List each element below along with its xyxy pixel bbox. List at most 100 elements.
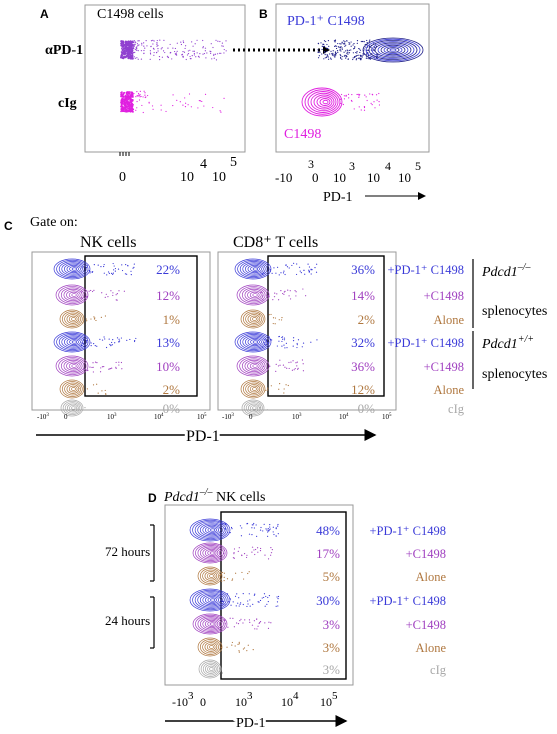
panel-b-pd1-dot [318, 55, 320, 57]
panel-b-pd1-dot [343, 51, 345, 53]
panel-b-bottom-label: C1498 [284, 127, 321, 142]
panel-d-row-2-contour [197, 566, 223, 586]
panel-c-right-row-6-dot [266, 409, 268, 411]
panel-b-pd1-dot [369, 58, 372, 60]
panel-c-left-row-1-dot [115, 294, 117, 296]
panel-a-apd1-population-dot [124, 51, 126, 54]
panel-c-right-row-3-dot [302, 342, 305, 344]
panel-c-right-tick-3: 104 [339, 413, 349, 421]
panel-b-pd1-dot [318, 51, 320, 54]
panel-a-apd1-population-dot [133, 47, 135, 49]
panel-d-row-2-dot [241, 571, 243, 574]
panel-a-row1-label: αPD-1 [45, 43, 83, 58]
panel-d-row-3-dot [252, 603, 254, 605]
panel-a-apd1-population-dot [131, 55, 133, 58]
panel-d-row-2-contour [206, 572, 216, 580]
panel-c-right-row-2-dot [258, 313, 260, 315]
panel-d-row-1-contour [207, 550, 217, 556]
panel-b-pd1-dot [346, 52, 348, 54]
panel-b-c1498-dot [375, 94, 378, 96]
panel-c-left-row-3-dot [118, 338, 120, 340]
panel-b-c1498-dot [343, 95, 345, 97]
panel-b-pd1-dot [360, 40, 362, 43]
panel-b-tick-exp4: 4 [385, 159, 391, 173]
panel-c-left-row-5-dot [96, 383, 98, 385]
panel-a-tick-0: 0 [119, 170, 126, 185]
panel-c-left-row-2-contour [64, 312, 81, 326]
panel-a-apd1-population-dot [193, 54, 195, 56]
panel-d-row-5-dot [243, 647, 246, 649]
panel-c-left-row-5-contour [68, 385, 78, 393]
panel-c-left-row-4-dot [115, 366, 117, 368]
panel-c-left-row-3-dot [111, 341, 113, 344]
panel-b-pd1-dot [347, 53, 349, 55]
panel-d-row-4-dot [270, 622, 272, 624]
panel-a-cig-population-dot [142, 111, 144, 114]
panel-d-row-3-dot [266, 603, 268, 605]
panel-c-right-row-1-dot [288, 295, 290, 297]
panel-c-right-row-1-contour [244, 288, 264, 302]
panel-c-right-row-2-dot [272, 322, 274, 325]
panel-c-xlabel: PD-1 [186, 428, 220, 445]
panel-b-pd1-dot [341, 55, 343, 58]
panel-b-pd1-dot [371, 47, 373, 49]
panel-a-apd1-population-dot [223, 48, 225, 51]
panel-d-row-3-dot [238, 597, 240, 599]
panel-d-row-0-dot [230, 526, 233, 529]
panel-b-pd1-dot [323, 50, 326, 53]
panel-c-right-row-3-dot [278, 336, 280, 338]
panel-d-row-1-dot [255, 548, 257, 551]
panel-c-right-row-0-dot [273, 267, 275, 269]
panel-a-apd1-population-dot [149, 50, 151, 52]
panel-a-cig-population-dot [187, 104, 189, 106]
panel-c-right-row-0-dot [291, 264, 293, 267]
panel-d-row-0-contour [197, 522, 225, 538]
panel-c-right-row-0-dot [308, 269, 310, 271]
panel-a-apd1-population-dot [198, 56, 200, 58]
panel-b-pd1-dot [330, 50, 332, 52]
panel-d-row-4-dot [253, 620, 255, 622]
panel-c-right-row-4-contour [239, 357, 268, 375]
panel-b-pd1-dot [356, 40, 359, 42]
panel-c-right-row-0-dot [282, 272, 285, 274]
panel-c-right-row-3-dot [282, 338, 284, 340]
panel-b-c1498-dot [339, 98, 342, 100]
panel-d-row-3-contour [197, 592, 225, 608]
panel-c-left-row-3-dot [116, 337, 119, 339]
panel-a-cig-population-dot [223, 97, 225, 99]
panel-d-row-0-contour [210, 528, 216, 532]
panel-a-apd1-population-dot [215, 39, 217, 41]
panel-d-row-2-dot [248, 571, 250, 573]
panel-b-pd1-dot [334, 56, 336, 58]
panel-b-pd1-dot [366, 42, 368, 44]
panel-a-cig-population-dot [131, 92, 133, 95]
panel-d-row-1-dot [241, 554, 243, 557]
panel-b-letter: B [259, 7, 268, 21]
panel-a-apd1-population-dot [127, 40, 130, 43]
panel-a-apd1-population-dot [176, 50, 178, 52]
panel-a-cig-population-dot [128, 92, 131, 95]
panel-c-right-gate [267, 255, 385, 397]
panel-d-row-1-dot [270, 552, 273, 554]
panel-c-right-row-3-dot [292, 345, 294, 347]
panel-c-left-row-0-dot [114, 270, 116, 272]
panel-c-right-row-0-dot [261, 273, 263, 275]
panel-c-left-row-4-contour [55, 355, 89, 377]
panel-b-pd1-dot [356, 52, 358, 54]
panel-d-row-0-dot [266, 529, 268, 531]
panel-d-row-2-dot [220, 574, 222, 576]
panel-c-left-row-1-dot [118, 290, 120, 292]
panel-b-pd1-dot [341, 47, 343, 49]
panel-d-row-0-dot [275, 528, 277, 530]
panel-b-pd1-dot [360, 59, 362, 61]
panel-b-c1498-contour [307, 91, 339, 113]
panel-d-row-3-dot [263, 596, 265, 599]
panel-c-right-row-3-dot [296, 346, 298, 349]
panel-c-right-row-3-dot [296, 344, 298, 346]
panel-c-right-row-6-contour [250, 404, 259, 412]
panel-a-apd1-population-dot [195, 56, 197, 58]
panel-c-right-row-3-dot [292, 340, 295, 342]
panel-a-apd1-population-dot [161, 47, 163, 49]
panel-c-left-row-2-contour [61, 311, 83, 327]
panel-b-tick-exp-neg3: 3 [308, 157, 314, 171]
